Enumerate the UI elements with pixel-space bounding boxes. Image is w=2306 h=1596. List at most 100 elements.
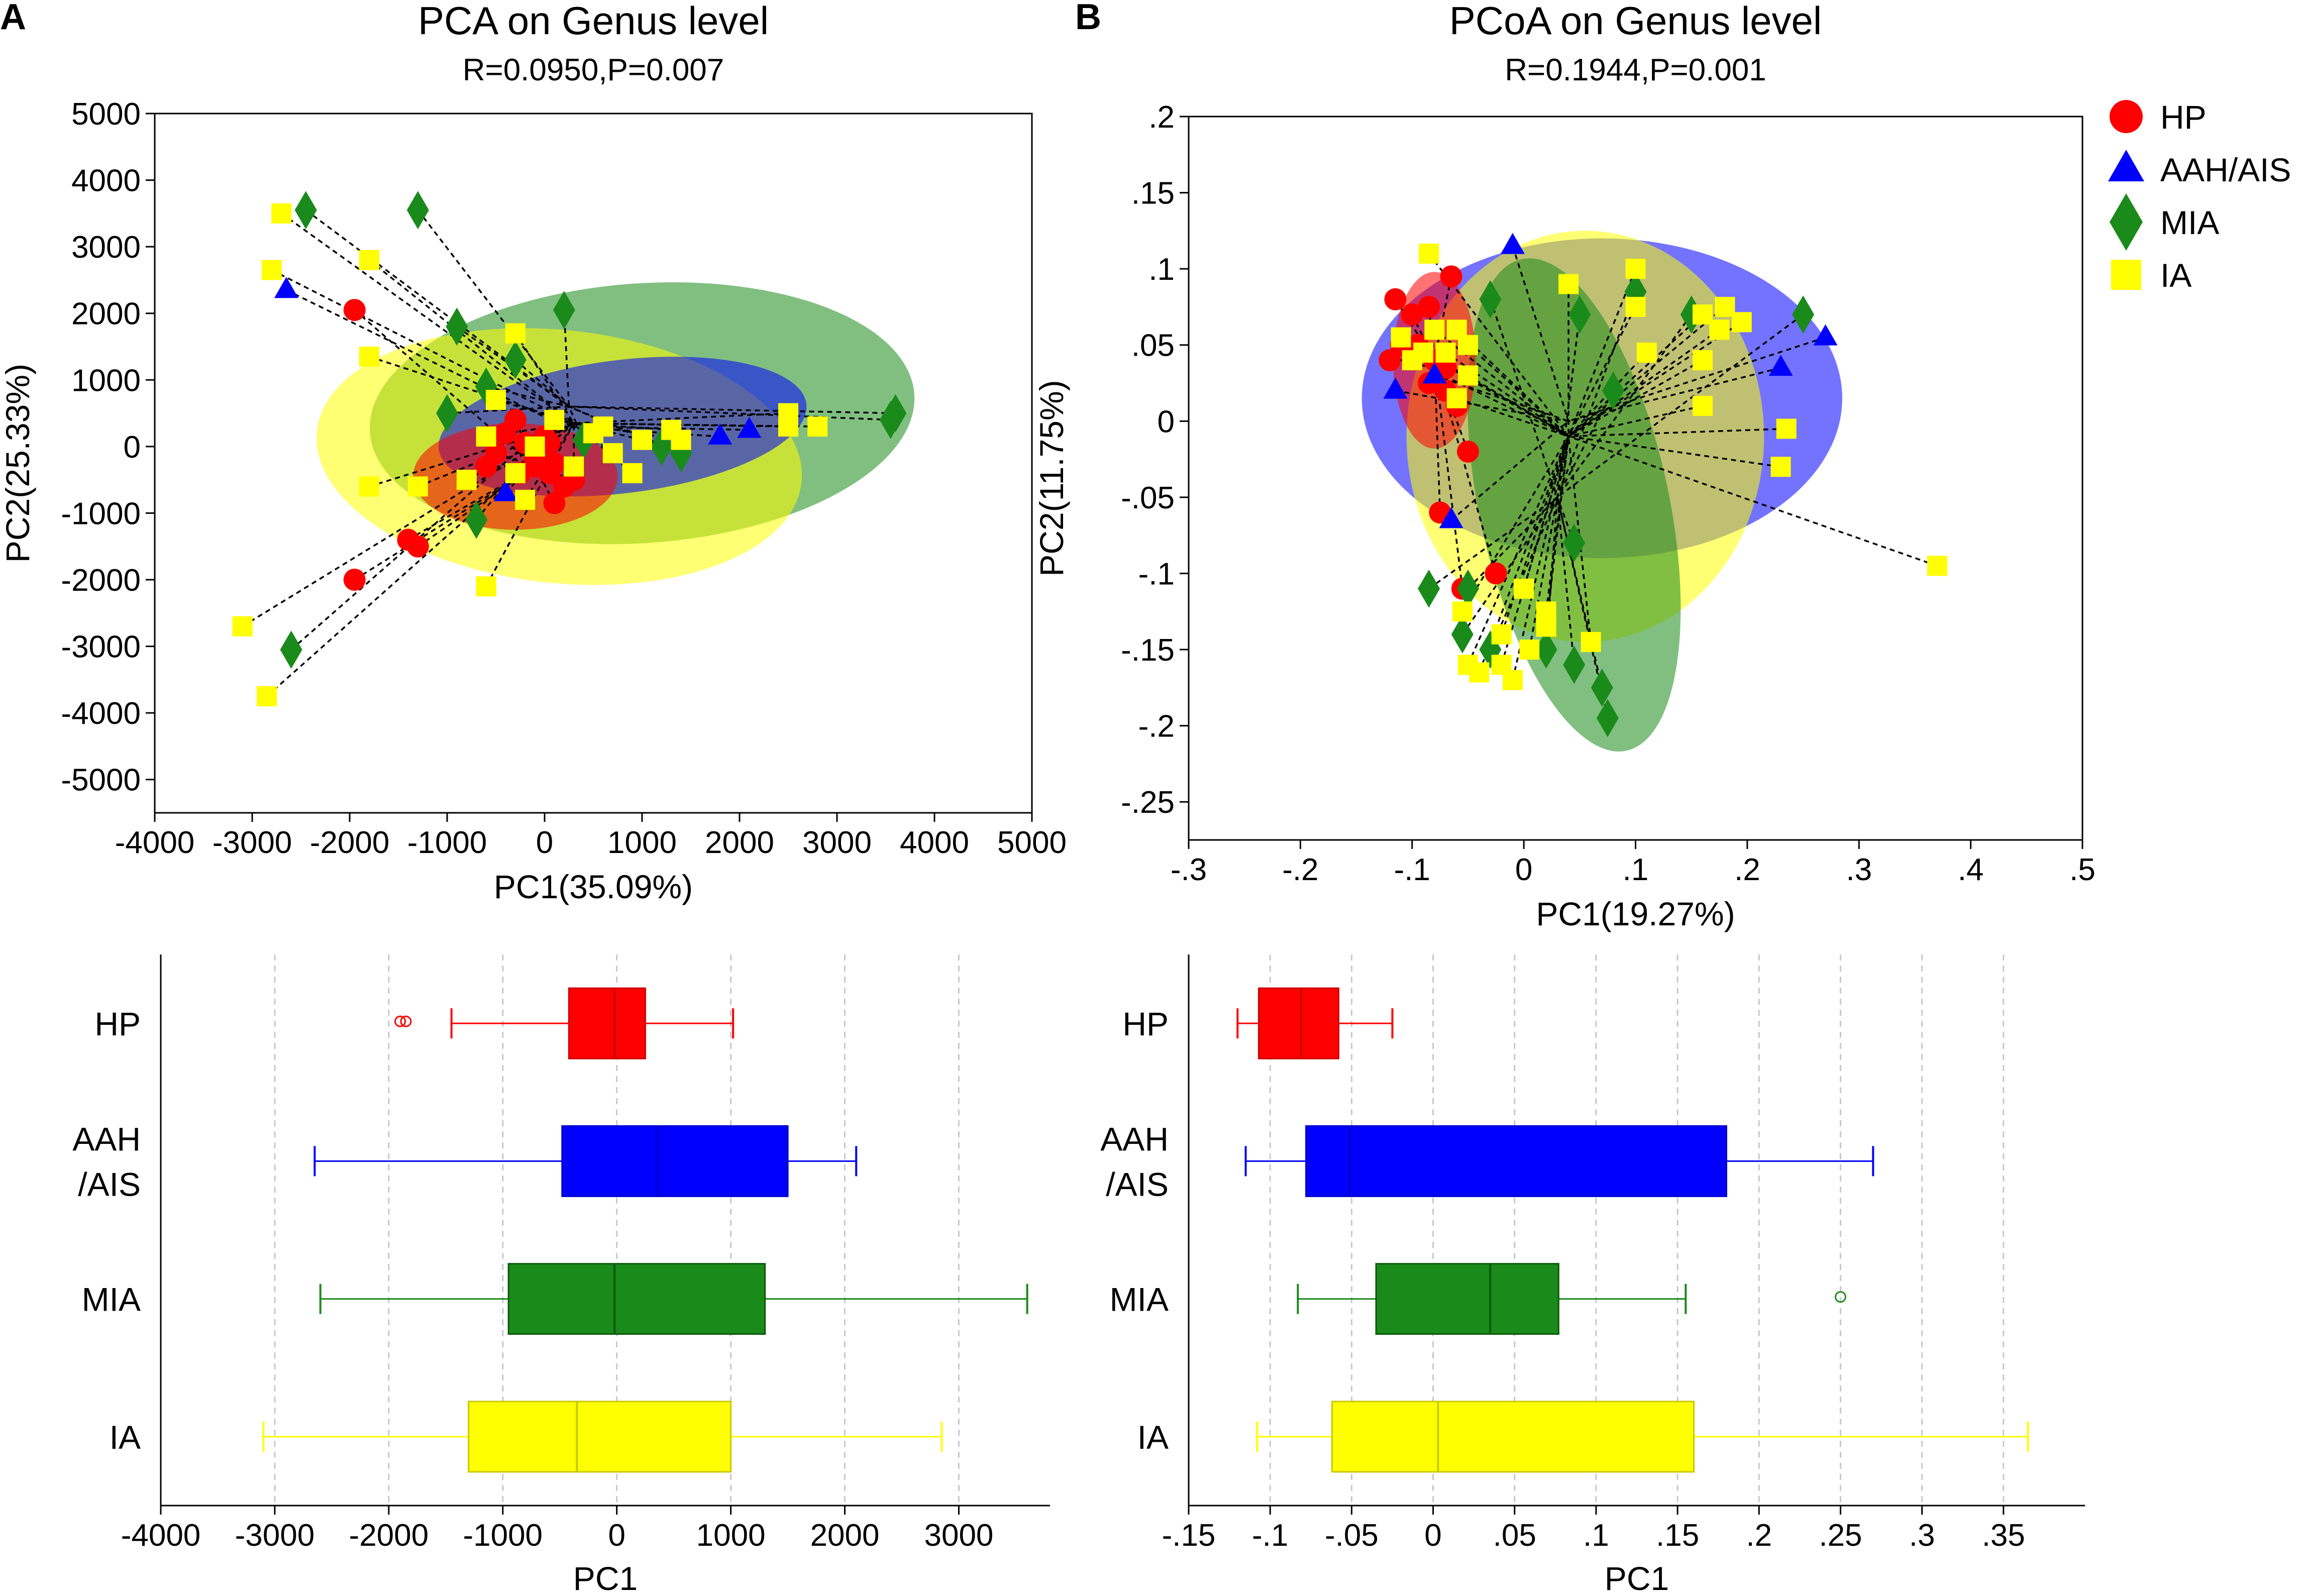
centroid-link-aah-ais [286,289,565,428]
x-tick-label: 2000 [705,825,774,860]
point-mia [1596,699,1619,737]
centroid-link-ia [1568,329,1720,438]
centroid-link-ia [1568,405,1703,438]
point-mia [1563,646,1586,684]
centroid-link-mia [305,209,570,407]
legend-marker-aah-ais [2108,149,2144,181]
point-ia [544,409,565,430]
point-hp [343,569,366,591]
point-hp [1379,349,1401,372]
x-tick-label: -.05 [1325,1518,1379,1553]
pca-plot-frame [154,113,1033,814]
category-label-aah-ais: AAH [72,1120,141,1157]
point-ia [515,489,536,510]
point-ia [1692,350,1713,371]
y-tick-label: -1000 [61,496,141,531]
y-tick-label: -3000 [61,630,141,665]
centroid-link-mia [568,405,662,448]
centroid-link-mia [447,405,569,414]
point-ia [407,476,428,497]
centroid-link-mia [1489,497,1558,650]
pca-y-axis-label: PC2(25.33%) [0,364,36,563]
point-hp [1456,440,1479,463]
point-ia [1457,335,1478,355]
x-tick-label: 0 [608,1518,625,1553]
x-tick-label: 5000 [997,825,1067,860]
point-mia [884,394,907,433]
pcoa-scatter-plot: PCoA on Genus level R=0.1944,P=0.001 -.3 -.… [1033,0,2095,932]
y-tick-label: -.1 [1138,557,1175,591]
centroid-link-mia [514,359,570,407]
point-ia [622,463,643,483]
x-tick-label: .3 [1909,1518,1935,1553]
point-ia [476,426,496,447]
box-aah-ais [1305,1125,1727,1197]
point-ia [1452,601,1473,622]
y-tick-label: -.05 [1121,481,1175,515]
y-tick-label: 0 [124,430,141,465]
box-mia [1375,1263,1559,1335]
point-mia [1602,371,1625,410]
centroid-link-ia [1445,352,1569,438]
point-ia [232,616,253,636]
x-tick-label: .25 [1819,1518,1862,1553]
legend-label-hp: HP [2160,98,2207,136]
category-label-mia: MIA [1110,1281,1169,1318]
y-tick-label: -4000 [61,696,141,731]
point-aah-ais [737,416,762,438]
panel-a-label: A [0,0,26,37]
legend-marker-ia [2111,260,2141,290]
y-tick-label: -2000 [61,563,141,598]
y-tick-label: 5000 [71,97,141,132]
centroid-link-ia [368,259,575,424]
legend-label-aah-ais: AAH/AIS [2160,151,2291,188]
centroid-link-ia [1545,436,1569,612]
point-mia [1451,615,1474,654]
box-hp [1257,987,1339,1059]
x-tick-label: -4000 [115,825,195,860]
point-mia [1568,295,1591,334]
category-label-aah-ais: /AIS [78,1165,141,1203]
x-tick-label: -.1 [1394,853,1430,887]
point-ia [1457,365,1478,386]
centroid-link-ia [1468,374,1569,438]
x-tick-label: -4000 [121,1518,201,1553]
point-ia [807,416,828,437]
centroid-link-mia [1556,291,1637,498]
point-aah-ais [1422,362,1447,384]
point-mia [294,191,317,230]
centroid-link-ia [1567,268,1637,437]
x-tick-label: .35 [1982,1518,2025,1553]
point-ia [1625,259,1646,279]
point-mia [504,341,527,379]
point-ia [271,203,292,224]
x-tick-label: -3000 [235,1518,315,1553]
point-mia [1535,630,1557,669]
point-ia [359,346,379,367]
point-ia [1491,655,1512,675]
point-ia [261,260,282,280]
point-hp [475,455,497,478]
legend-label-ia: IA [2160,257,2191,294]
centroid-link-mia [1556,390,1614,498]
point-ia [1514,578,1534,599]
centroid-link-ia [1467,436,1569,666]
centroid-link-ia [574,422,818,428]
x-tick-label: -.3 [1171,853,1207,887]
x-tick-label: 1000 [696,1518,766,1553]
point-mia [1563,523,1586,562]
centroid-link-ia [1567,306,1637,437]
box-hp [568,987,646,1059]
x-tick-label: 0 [1424,1518,1441,1553]
x-tick-label: .2 [1734,853,1760,887]
centroid-link-ia [1456,397,1569,438]
box-ia [468,1401,732,1473]
x-tick-label: .05 [1493,1518,1536,1553]
centroid-link-ia [1434,329,1569,438]
y-tick-label: -.25 [1121,785,1175,820]
pcoa-y-axis-label: PC2(11.75%) [1033,380,1070,576]
point-ia [359,476,379,497]
centroid-link-ia [1568,435,1938,567]
centroid-link-ia [1500,436,1569,665]
centroid-link-ia [1500,436,1569,635]
